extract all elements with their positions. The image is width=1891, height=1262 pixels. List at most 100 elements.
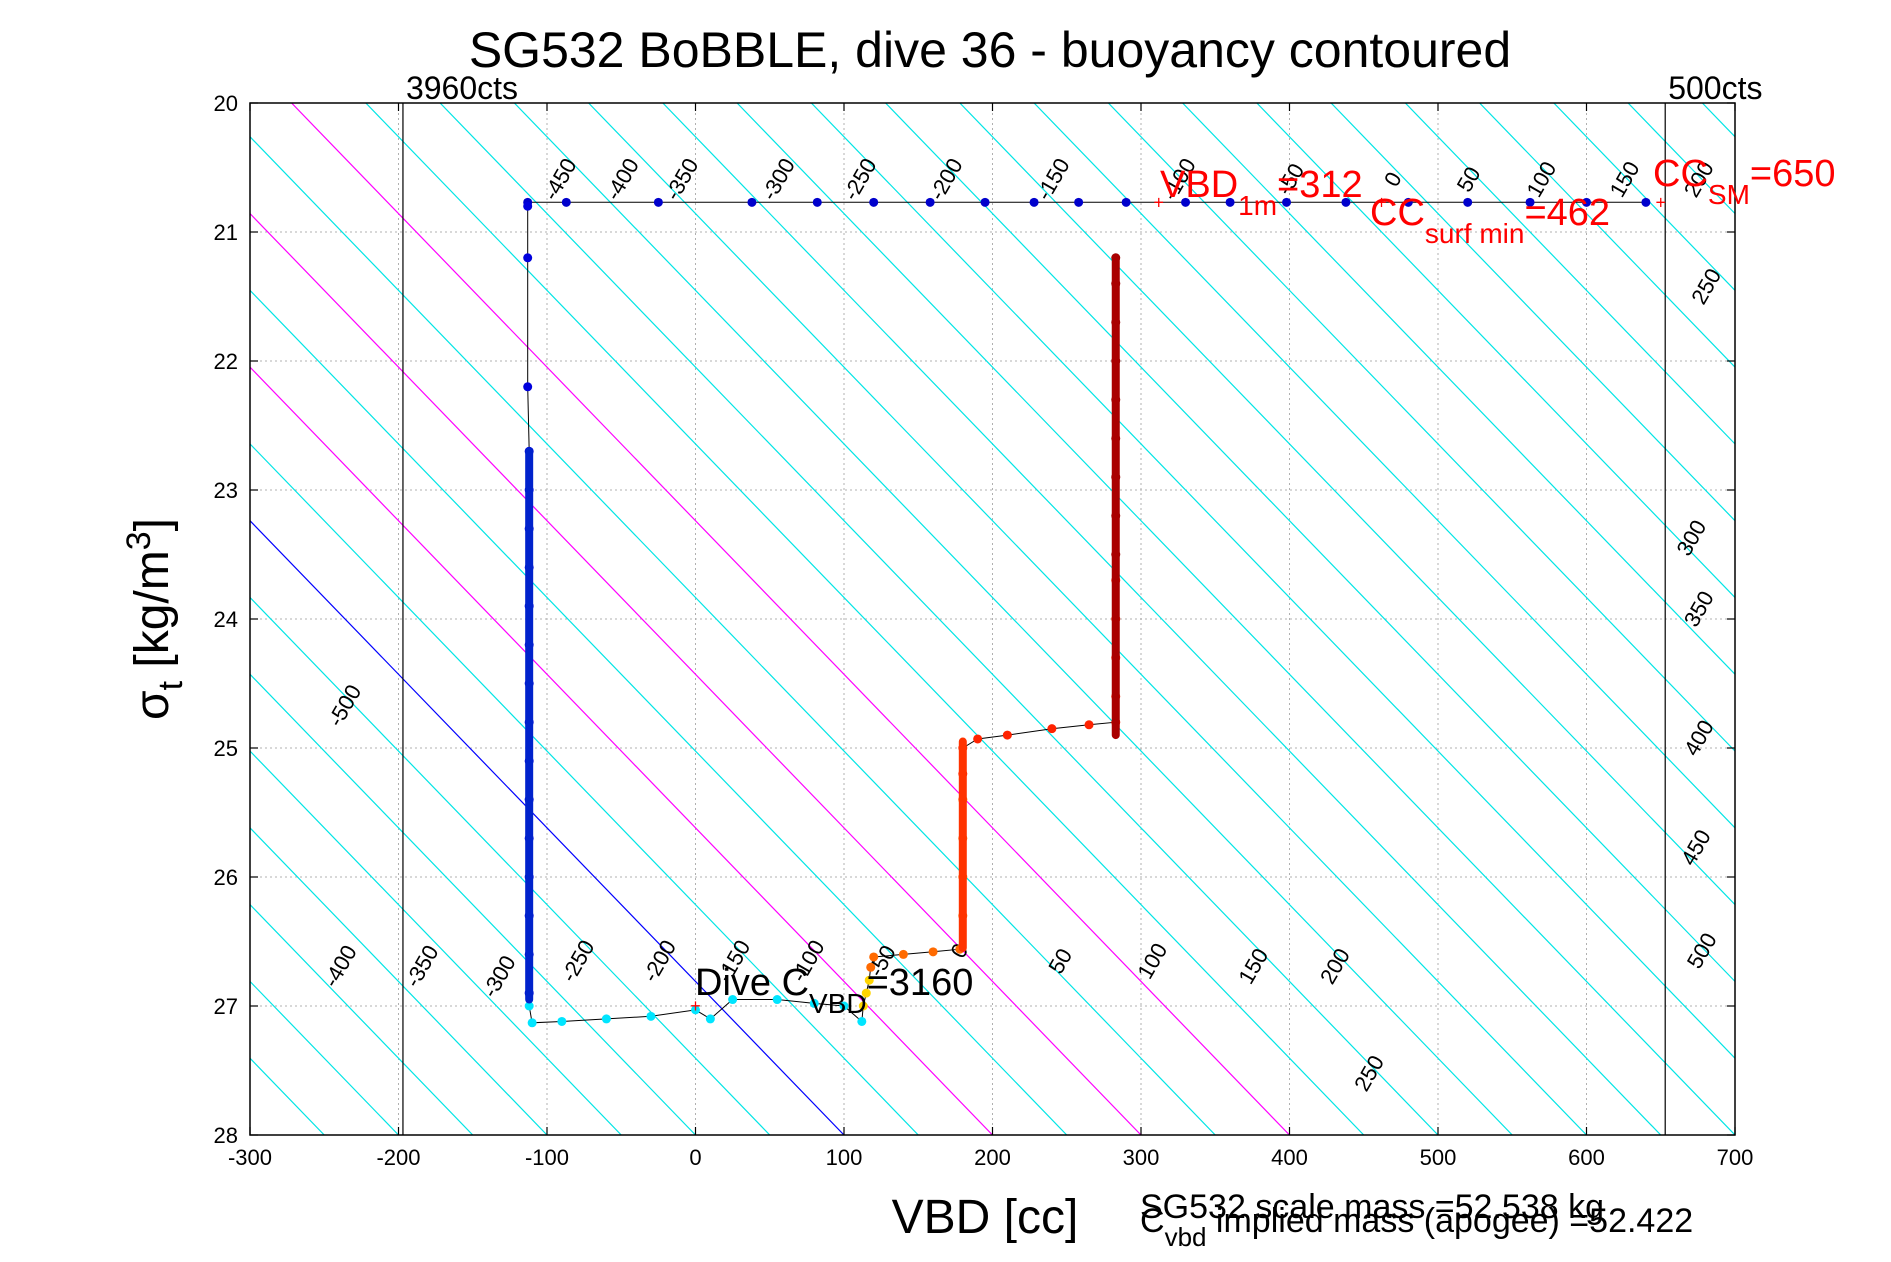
implied-mass-sub: vbd: [1165, 1222, 1207, 1252]
y-tick-label: 26: [214, 865, 238, 890]
buoyancy-contour-line: [250, 1134, 251, 1135]
vbd-1m-rest: =312: [1277, 164, 1363, 206]
y-tick-label: 21: [214, 220, 238, 245]
x-tick-label: 200: [974, 1145, 1011, 1170]
count-marker-label: 3960cts: [406, 70, 518, 106]
cc-surf-min-main: CC: [1370, 192, 1425, 234]
annotation-cross: +: [690, 996, 701, 1016]
y-tick-label: 24: [214, 607, 238, 632]
y-axis-label-sub: t: [152, 680, 190, 690]
buoyancy-contour-line: [250, 826, 548, 1135]
y-tick-label: 27: [214, 994, 238, 1019]
x-tick-label: 600: [1568, 1145, 1605, 1170]
x-tick-label: 0: [689, 1145, 701, 1170]
trajectory-point: [898, 949, 908, 959]
vbd-1m-annotation: VBD1m=312: [1160, 164, 1363, 221]
dive-c-vbd-sub: VBD: [809, 988, 867, 1019]
vbd-1m-sub: 1m: [1238, 190, 1277, 221]
trajectory-point: [1582, 197, 1591, 207]
trajectory-point: [980, 197, 990, 207]
trajectory-point: [925, 197, 935, 207]
cc-sm-rest: =650: [1750, 153, 1836, 195]
trajectory-point: [646, 1011, 656, 1021]
y-axis-label-sup: 3: [120, 531, 158, 550]
y-axis-ticks: 20 21 22 23 24 25 26 27 28: [214, 91, 1735, 1148]
trajectory-point: [928, 947, 938, 957]
magenta-contour-line: [250, 212, 1142, 1135]
x-tick-label: 500: [1420, 1145, 1457, 1170]
annotation-cross: +: [1154, 192, 1165, 212]
buoyancy-contours: [250, 103, 1735, 1135]
buoyancy-contour-line: [250, 750, 622, 1135]
trajectory-point: [866, 962, 876, 972]
x-tick-label: -300: [228, 1145, 272, 1170]
trajectory-point: [1074, 197, 1084, 207]
y-tick-label: 23: [214, 478, 238, 503]
trajectory-point: [869, 197, 879, 207]
buoyancy-contour-line: [736, 103, 1735, 1135]
trajectory-point: [691, 1005, 700, 1015]
cc-surf-min-annotation: CCsurf min=462: [1370, 192, 1610, 249]
vbd-1m-main: VBD: [1160, 164, 1238, 206]
x-axis-label: VBD [cc]: [892, 1191, 1079, 1244]
trajectory-point: [1525, 197, 1535, 207]
cc-surf-min-sub: surf min: [1425, 218, 1525, 249]
trajectory-point: [601, 1014, 611, 1024]
buoyancy-contour-line: [810, 103, 1735, 1060]
buoyancy-contour-line: [1182, 103, 1735, 676]
y-axis-label-unit: [kg/m: [126, 550, 179, 681]
trajectory-point: [1403, 197, 1413, 207]
buoyancy-contour-line: [250, 135, 1216, 1135]
x-tick-label: -100: [525, 1145, 569, 1170]
y-tick-label: 25: [214, 736, 238, 761]
y-axis-label-close: ]: [126, 518, 179, 531]
buoyancy-contour-line: [1033, 103, 1735, 829]
trajectory-point: [705, 1014, 715, 1024]
trajectory-point: [864, 975, 874, 985]
trajectory-point: [1282, 197, 1292, 207]
implied-mass-text: Cvbd implied mass (apogee) =52.422: [1140, 1202, 1693, 1252]
buoyancy-contour-line: [513, 103, 1513, 1135]
trajectory-point: [861, 988, 871, 998]
trajectory-point: [809, 998, 819, 1008]
x-axis-ticks: -300 -200 -100 0 100 200 300 400 500 600 700: [228, 103, 1753, 1170]
annotation-cross: +: [1376, 192, 1387, 212]
y-axis-label: σt [kg/m3]: [120, 518, 190, 720]
y-tick-label: 20: [214, 91, 238, 116]
buoyancy-contour-line: [885, 103, 1735, 983]
trajectory-point: [524, 1001, 534, 1011]
trajectory-point: [1225, 197, 1235, 207]
trajectory-point: [523, 382, 533, 392]
dive-c-vbd-annotation: Dive CVBD=3160: [695, 962, 973, 1019]
x-tick-label: 400: [1271, 1145, 1308, 1170]
count-marker-label: 500cts: [1668, 70, 1762, 106]
trajectory-point: [747, 197, 757, 207]
trajectory-point: [1463, 197, 1473, 207]
trajectory-point: [812, 197, 822, 207]
trajectory-point: [857, 1016, 867, 1026]
trajectory-point: [1002, 730, 1012, 740]
trajectory-point: [858, 1001, 868, 1011]
buoyancy-contour-line: [588, 103, 1587, 1135]
dive-c-vbd-main: Dive C: [695, 962, 809, 1004]
trajectory-point: [1641, 197, 1651, 207]
y-tick-label: 28: [214, 1123, 238, 1148]
trajectory-point: [523, 201, 533, 211]
x-tick-label: 100: [826, 1145, 863, 1170]
cc-surf-min-rest: =462: [1524, 192, 1610, 234]
trajectory-point: [527, 1018, 537, 1028]
buoyancy-contour-line: [959, 103, 1735, 906]
trajectory-line: [527, 201, 1646, 1024]
buoyancy-contour-line: [250, 903, 474, 1135]
buoyancy-contour-line: [1330, 103, 1735, 522]
buoyancy-contour-line: [439, 103, 1439, 1135]
y-tick-label: 22: [214, 349, 238, 374]
trajectory-point: [653, 197, 663, 207]
buoyancy-contour-line: [1107, 103, 1735, 752]
trajectory-point: [1029, 197, 1039, 207]
trajectory-point: [1121, 197, 1131, 207]
buoyancy-contour-line: [250, 596, 771, 1135]
annotation-cross: +: [1655, 192, 1666, 212]
buoyancy-contour-line: [1479, 103, 1735, 369]
